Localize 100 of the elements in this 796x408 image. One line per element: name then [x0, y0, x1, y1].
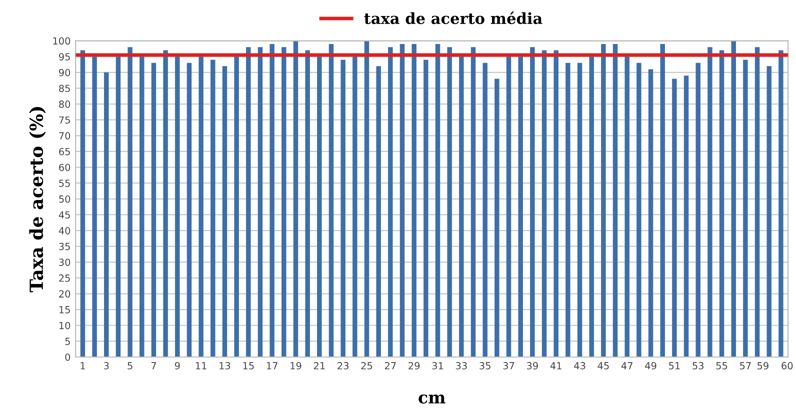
x-tick-label: 19 — [290, 362, 302, 370]
bar — [672, 78, 677, 357]
x-tick-label: 1 — [80, 362, 85, 370]
bar — [317, 56, 322, 357]
x-tick-label: 3 — [104, 362, 109, 370]
y-tick-label: 70 — [59, 132, 70, 140]
x-tick-label: 9 — [174, 362, 180, 370]
bar — [542, 50, 547, 357]
bar — [612, 44, 618, 357]
x-tick-label: 47 — [621, 362, 632, 370]
bar — [506, 56, 512, 357]
x-tick-label: 41 — [550, 362, 562, 370]
bar — [163, 50, 168, 357]
x-tick-label: 15 — [243, 362, 254, 370]
x-tick-label: 43 — [574, 362, 586, 370]
x-tick-label: 55 — [716, 362, 728, 370]
bar — [92, 56, 97, 357]
bar — [376, 66, 381, 357]
y-tick-label: 85 — [59, 84, 70, 92]
bar — [293, 40, 298, 357]
bar — [435, 44, 440, 357]
y-tick-label: 45 — [58, 211, 70, 219]
y-tick-label: 80 — [59, 100, 70, 108]
x-tick-label: 23 — [338, 362, 348, 370]
x-tick-label: 53 — [692, 362, 704, 370]
bar — [116, 56, 121, 357]
bar — [470, 47, 476, 357]
x-tick-label: 45 — [598, 362, 609, 370]
bar — [388, 47, 393, 357]
bar — [754, 47, 760, 357]
y-tick-label: 15 — [59, 306, 70, 314]
bar — [459, 56, 464, 357]
bar — [175, 56, 180, 357]
bar — [447, 47, 452, 357]
x-tick-label: 27 — [384, 362, 396, 370]
bar — [140, 56, 144, 357]
x-tick-label: 13 — [220, 362, 230, 370]
bar — [778, 50, 784, 357]
bar — [222, 66, 228, 357]
bar — [128, 47, 132, 357]
x-tick-label: 37 — [503, 362, 514, 370]
y-tick-label: 60 — [59, 164, 70, 172]
x-tick-label: 59 — [757, 362, 768, 370]
bar — [364, 40, 370, 357]
x-tick-label: 7 — [151, 362, 156, 370]
bar — [210, 60, 216, 357]
y-tick-label: 100 — [53, 37, 70, 45]
x-tick-label: 57 — [740, 362, 751, 370]
bar — [104, 72, 109, 357]
y-tick-label: 55 — [59, 180, 70, 187]
y-tick-label: 95 — [59, 53, 70, 60]
bar — [660, 44, 665, 357]
y-axis-title: Taxa de acerto (%) — [29, 107, 46, 292]
y-tick-label: 20 — [59, 290, 70, 298]
x-tick-label: 25 — [361, 362, 372, 370]
bar — [624, 56, 630, 357]
x-axis-title: cm — [418, 394, 446, 404]
x-tick-label: 29 — [408, 362, 420, 370]
x-tick-label: 33 — [456, 362, 467, 370]
bar — [518, 56, 523, 357]
bar — [80, 50, 86, 357]
bar — [246, 47, 251, 357]
y-tick-label: 30 — [59, 258, 70, 266]
bar — [494, 78, 500, 357]
bar — [151, 62, 156, 357]
x-tick-label: 49 — [645, 362, 656, 370]
bar — [328, 44, 334, 357]
y-tick-label: 10 — [59, 322, 70, 330]
bar — [400, 44, 405, 357]
y-tick-label: 90 — [59, 68, 70, 76]
bar — [305, 50, 310, 357]
bar — [198, 56, 204, 357]
bar — [234, 56, 239, 357]
bar — [648, 69, 654, 357]
bar — [743, 60, 748, 357]
x-tick-label: 31 — [432, 362, 444, 370]
y-tick-label: 5 — [65, 338, 70, 346]
bar — [731, 40, 736, 357]
bar — [708, 47, 712, 357]
bar — [424, 60, 428, 357]
bar — [186, 62, 192, 357]
x-tick-label: 51 — [668, 362, 680, 370]
x-tick-label: 39 — [526, 362, 538, 370]
bar — [270, 44, 274, 357]
y-tick-label: 65 — [59, 148, 70, 156]
x-tick-label: 60 — [782, 362, 793, 370]
bar — [554, 50, 558, 357]
y-tick-label: 0 — [65, 353, 70, 361]
bar — [577, 62, 582, 357]
bar — [684, 76, 689, 357]
bar — [482, 62, 488, 357]
bar — [340, 60, 346, 357]
x-tick-label: 35 — [480, 362, 490, 370]
bar — [589, 56, 594, 357]
bar — [412, 44, 416, 357]
y-tick-label: 40 — [58, 227, 70, 234]
x-tick-label: 17 — [266, 362, 278, 370]
x-tick-label: 21 — [314, 362, 325, 370]
y-tick-label: 50 — [59, 195, 70, 203]
x-tick-label: 5 — [128, 362, 132, 370]
